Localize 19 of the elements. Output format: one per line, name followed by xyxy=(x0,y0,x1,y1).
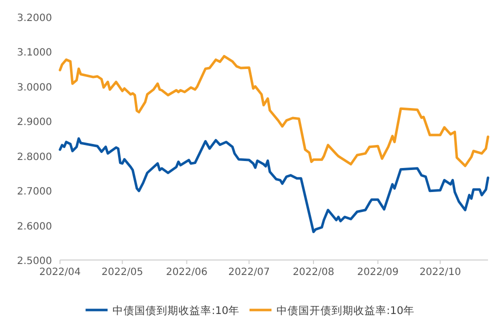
y-tick-label: 3.1000 xyxy=(17,48,52,59)
y-tick-label: 2.5000 xyxy=(17,256,52,267)
line-series xyxy=(58,137,490,234)
x-tick-label: 2022/04 xyxy=(39,267,81,278)
y-tick-label: 2.7000 xyxy=(17,186,52,198)
x-tick-label: 2022/08 xyxy=(292,267,334,278)
x-tick-label: 2022/06 xyxy=(166,267,208,278)
x-tick-label: 2022/05 xyxy=(102,267,144,278)
y-tick-label: 2.8000 xyxy=(17,152,52,163)
y-tick-label: 2.9000 xyxy=(17,117,52,128)
x-tick-label: 2022/10 xyxy=(419,267,461,278)
y-tick-label: 3.2000 xyxy=(17,13,52,24)
x-tick-label: 2022/07 xyxy=(228,267,270,278)
y-tick-label: 3.0000 xyxy=(17,82,52,94)
line-series xyxy=(58,54,490,168)
legend-label: 中债国开债到期收益率:10年 xyxy=(276,304,414,317)
legend-label: 中债国债到期收益率:10年 xyxy=(112,304,240,317)
x-tick-label: 2022/09 xyxy=(357,267,399,278)
y-tick-label: 2.6000 xyxy=(17,221,52,232)
